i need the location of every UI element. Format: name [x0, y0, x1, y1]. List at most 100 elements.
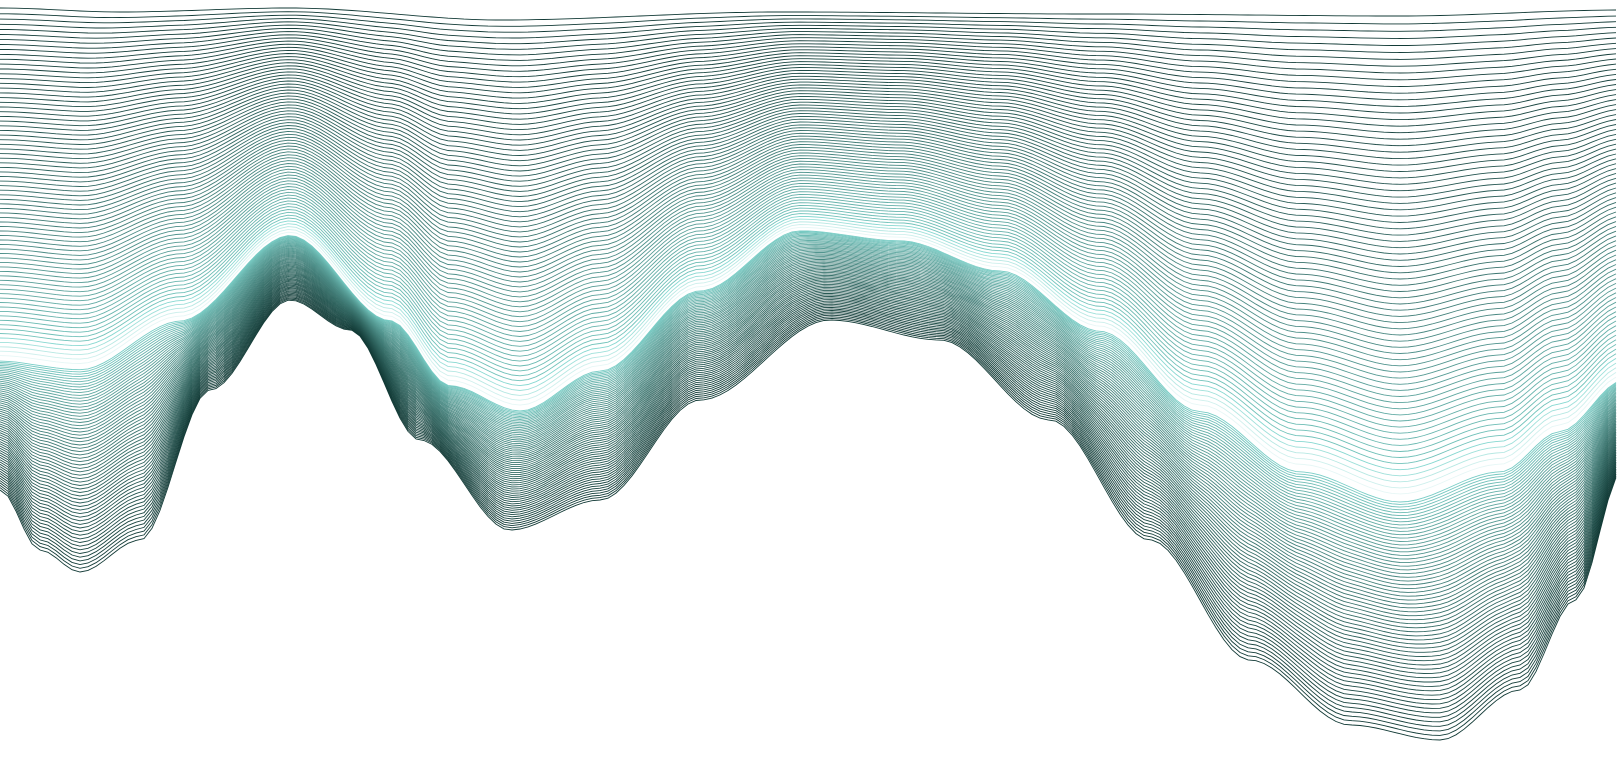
wave-line — [0, 297, 1617, 732]
wave-line — [0, 199, 1617, 434]
wave-line — [0, 282, 1617, 674]
wave-line — [0, 239, 1617, 526]
wave-line — [0, 43, 1617, 94]
wave-line — [0, 261, 1617, 597]
wave-line — [0, 138, 1617, 299]
wave-line — [0, 275, 1617, 649]
wave-line — [0, 152, 1617, 330]
wave-line — [0, 144, 1617, 311]
wave-line — [0, 298, 1617, 736]
wave-line — [0, 294, 1617, 723]
wave-line — [0, 281, 1617, 670]
wave-line — [0, 171, 1617, 373]
wave-line — [0, 237, 1617, 520]
wave-line — [0, 233, 1617, 511]
wave-line — [0, 221, 1617, 483]
wave-line — [0, 292, 1617, 714]
wave-line — [0, 215, 1617, 471]
wave-line — [0, 259, 1617, 590]
wave-line — [0, 92, 1617, 198]
wave-line — [0, 238, 1617, 523]
wave-line — [0, 290, 1617, 705]
wave-line — [0, 250, 1617, 556]
wave-line — [0, 229, 1617, 501]
wave-line — [0, 158, 1617, 342]
wave-line — [0, 246, 1617, 542]
wave-line — [0, 263, 1617, 605]
wave-line — [0, 104, 1617, 223]
wave-line — [0, 284, 1617, 683]
wave-line — [0, 193, 1617, 422]
wave-line — [0, 266, 1617, 617]
wave-line — [0, 243, 1617, 536]
wave-line — [0, 251, 1617, 560]
wave-line — [0, 135, 1617, 292]
wave-line — [0, 202, 1617, 440]
wave-line — [0, 80, 1617, 172]
wave-line — [0, 127, 1617, 274]
wave-line — [0, 68, 1617, 147]
wave-line — [0, 252, 1617, 564]
wave-line — [0, 279, 1617, 666]
wave-line — [0, 262, 1617, 601]
wave-line — [0, 31, 1617, 67]
wave-line — [0, 169, 1617, 367]
wave-line — [0, 260, 1617, 593]
wave-line — [0, 255, 1617, 575]
wave-line — [0, 160, 1617, 348]
wave-line — [0, 177, 1617, 385]
wave-line — [0, 21, 1617, 46]
wave-line — [0, 83, 1617, 179]
wave-line — [0, 268, 1617, 625]
wave-line — [0, 299, 1617, 741]
wave-line — [0, 182, 1617, 397]
wave-line — [0, 254, 1617, 571]
wave-line — [0, 110, 1617, 236]
wave-line — [0, 71, 1617, 153]
wave-line — [0, 185, 1617, 404]
wave-line — [0, 27, 1617, 60]
wave-line — [0, 174, 1617, 379]
wave-line — [0, 273, 1617, 641]
wave-line — [0, 149, 1617, 324]
wave-line — [0, 130, 1617, 280]
wave-line — [0, 95, 1617, 204]
wave-line — [0, 46, 1617, 101]
wave-line — [0, 56, 1617, 121]
wave-line — [0, 293, 1617, 718]
wave-line — [0, 218, 1617, 477]
wave-line — [0, 283, 1617, 679]
wave-line — [0, 271, 1617, 633]
wave-line — [0, 258, 1617, 586]
wave-line — [0, 191, 1617, 416]
wave-line — [0, 224, 1617, 489]
wave-line — [0, 49, 1617, 107]
wave-line — [0, 267, 1617, 621]
wave-line — [0, 277, 1617, 657]
wave-line — [0, 213, 1617, 465]
wave-line — [0, 204, 1617, 446]
wave-line — [0, 230, 1617, 503]
wave-line — [0, 210, 1617, 458]
wave-line — [0, 53, 1617, 114]
wave-line — [0, 287, 1617, 696]
wave-line — [0, 296, 1617, 727]
wave-line — [0, 18, 1617, 39]
wave-line — [0, 11, 1617, 27]
wave-line — [0, 285, 1617, 687]
wave-line — [0, 257, 1617, 582]
wave-line — [0, 226, 1617, 495]
wave-line — [0, 65, 1617, 140]
wave-line — [0, 274, 1617, 645]
wave-line — [0, 232, 1617, 508]
wave-line — [0, 269, 1617, 629]
wave-line — [0, 118, 1617, 255]
wave-line — [0, 141, 1617, 305]
wave-line — [0, 276, 1617, 653]
wave-line — [0, 245, 1617, 539]
wave-line — [0, 113, 1617, 242]
wave-line — [0, 107, 1617, 230]
wave-line — [0, 115, 1617, 249]
wave-line — [0, 7, 1617, 21]
